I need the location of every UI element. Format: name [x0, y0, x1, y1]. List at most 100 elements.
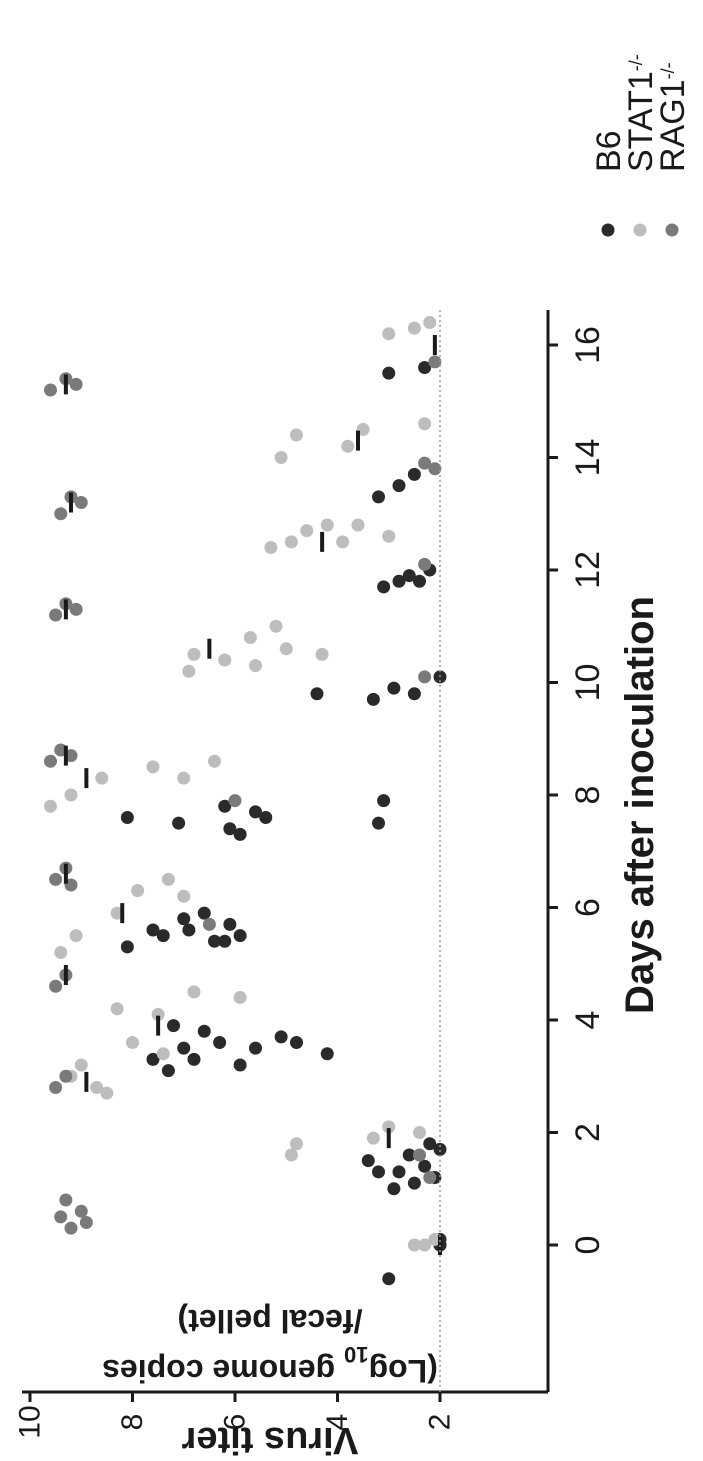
data-point-b6	[413, 574, 426, 588]
x-tick-label: 8	[569, 786, 607, 805]
legend-marker-rag1	[665, 223, 679, 237]
axes: 0 2 4 6 8 10 12 14 16 2 4 6 8 10	[14, 310, 607, 1439]
data-point-b6	[382, 366, 396, 380]
data-point-b6	[182, 923, 196, 937]
data-point-b6	[407, 467, 421, 481]
data-point-stat1	[274, 451, 288, 464]
data-point-b6	[320, 1047, 334, 1061]
data-point-rag1	[74, 496, 88, 509]
data-point-b6	[223, 822, 237, 836]
data-point-b6	[177, 912, 191, 926]
data-point-stat1	[341, 439, 355, 453]
data-point-stat1	[90, 1081, 104, 1094]
data-point-stat1	[418, 1238, 432, 1252]
legend-label-rag1: RAG1-/-	[654, 62, 692, 172]
data-point-stat1	[284, 1148, 298, 1162]
data-point-stat1	[243, 631, 257, 644]
data-point-stat1	[161, 872, 175, 886]
data-point-b6	[259, 811, 273, 824]
data-point-stat1	[290, 1137, 303, 1151]
data-point-stat1	[218, 653, 232, 667]
data-point-b6	[146, 923, 160, 937]
data-point-b6	[392, 574, 406, 588]
data-point-stat1	[320, 518, 334, 532]
data-point-b6	[218, 799, 232, 813]
x-tick-label: 16	[569, 326, 607, 364]
legend-label-b6: B6	[590, 130, 628, 172]
data-point-b6	[377, 580, 391, 594]
data-point-b6	[392, 479, 406, 493]
data-point-stat1	[233, 991, 247, 1004]
data-point-stat1	[95, 771, 109, 785]
data-point-b6	[407, 1176, 421, 1190]
data-point-rag1	[423, 1171, 437, 1184]
data-point-b6	[223, 917, 237, 931]
legend-marker-b6	[601, 223, 615, 237]
data-point-stat1	[54, 946, 68, 959]
data-point-stat1	[44, 799, 57, 813]
x-tick-label: 2	[569, 1123, 607, 1142]
y-axis-title-line3: /fecal pellet)	[178, 1303, 363, 1339]
data-point-b6	[233, 827, 247, 841]
data-point-b6	[218, 934, 232, 948]
data-point-rag1	[44, 383, 57, 397]
data-point-b6	[402, 569, 416, 583]
data-point-b6	[120, 811, 134, 824]
data-point-b6	[402, 1148, 416, 1162]
data-point-b6	[172, 816, 186, 830]
y-tick-label: 10	[14, 1405, 47, 1438]
y-tick-label: 6	[219, 1414, 252, 1431]
data-point-stat1	[300, 524, 314, 538]
data-point-b6	[382, 1272, 396, 1286]
data-point-stat1	[382, 1120, 396, 1134]
x-tick-label: 0	[569, 1236, 607, 1255]
data-point-stat1	[407, 321, 421, 335]
data-point-rag1	[413, 1148, 426, 1162]
data-point-rag1	[74, 1204, 88, 1218]
x-tick-label: 10	[569, 664, 607, 702]
data-point-rag1	[49, 979, 63, 993]
data-point-b6	[372, 490, 385, 504]
data-point-rag1	[428, 355, 442, 369]
data-point-stat1	[208, 754, 221, 768]
data-point-b6	[120, 940, 134, 954]
x-tick-label: 4	[569, 1011, 607, 1030]
data-point-stat1	[279, 642, 293, 656]
data-point-b6	[208, 934, 221, 948]
data-point-b6	[161, 1064, 175, 1078]
legend-label-stat1: STAT1-/-	[622, 54, 660, 172]
data-point-b6	[233, 1058, 247, 1072]
data-point-b6	[361, 1154, 375, 1168]
data-point-stat1	[407, 1238, 421, 1252]
data-point-rag1	[44, 754, 57, 768]
data-point-b6	[407, 687, 421, 701]
plot-area	[44, 316, 447, 1286]
data-point-stat1	[264, 541, 278, 554]
data-point-rag1	[202, 917, 216, 931]
y-axis-title-line2: (Log10 genome copies	[102, 1343, 438, 1390]
data-point-stat1	[187, 985, 201, 999]
data-point-stat1	[131, 884, 145, 898]
data-point-stat1	[177, 771, 191, 785]
y-axis-title-line1: Virus titer	[181, 1419, 358, 1461]
data-point-rag1	[418, 557, 432, 571]
data-point-rag1	[54, 1210, 68, 1224]
data-point-b6	[156, 929, 170, 943]
data-point-b6	[290, 1036, 303, 1049]
data-point-b6	[197, 906, 211, 920]
x-tick-label: 14	[569, 439, 607, 477]
data-point-stat1	[249, 659, 262, 673]
data-point-b6	[213, 1036, 227, 1049]
data-point-b6	[197, 1024, 211, 1038]
data-point-stat1	[284, 535, 298, 549]
data-point-b6	[418, 361, 432, 374]
y-tick-label: 8	[116, 1414, 149, 1431]
data-point-rag1	[54, 507, 68, 521]
data-point-stat1	[69, 929, 83, 943]
data-point-stat1	[351, 518, 365, 532]
data-point-stat1	[156, 1047, 170, 1061]
data-point-b6	[372, 1165, 385, 1179]
data-point-b6	[177, 1041, 191, 1055]
y-tick-label: 4	[321, 1414, 354, 1431]
data-point-rag1	[64, 1221, 78, 1235]
